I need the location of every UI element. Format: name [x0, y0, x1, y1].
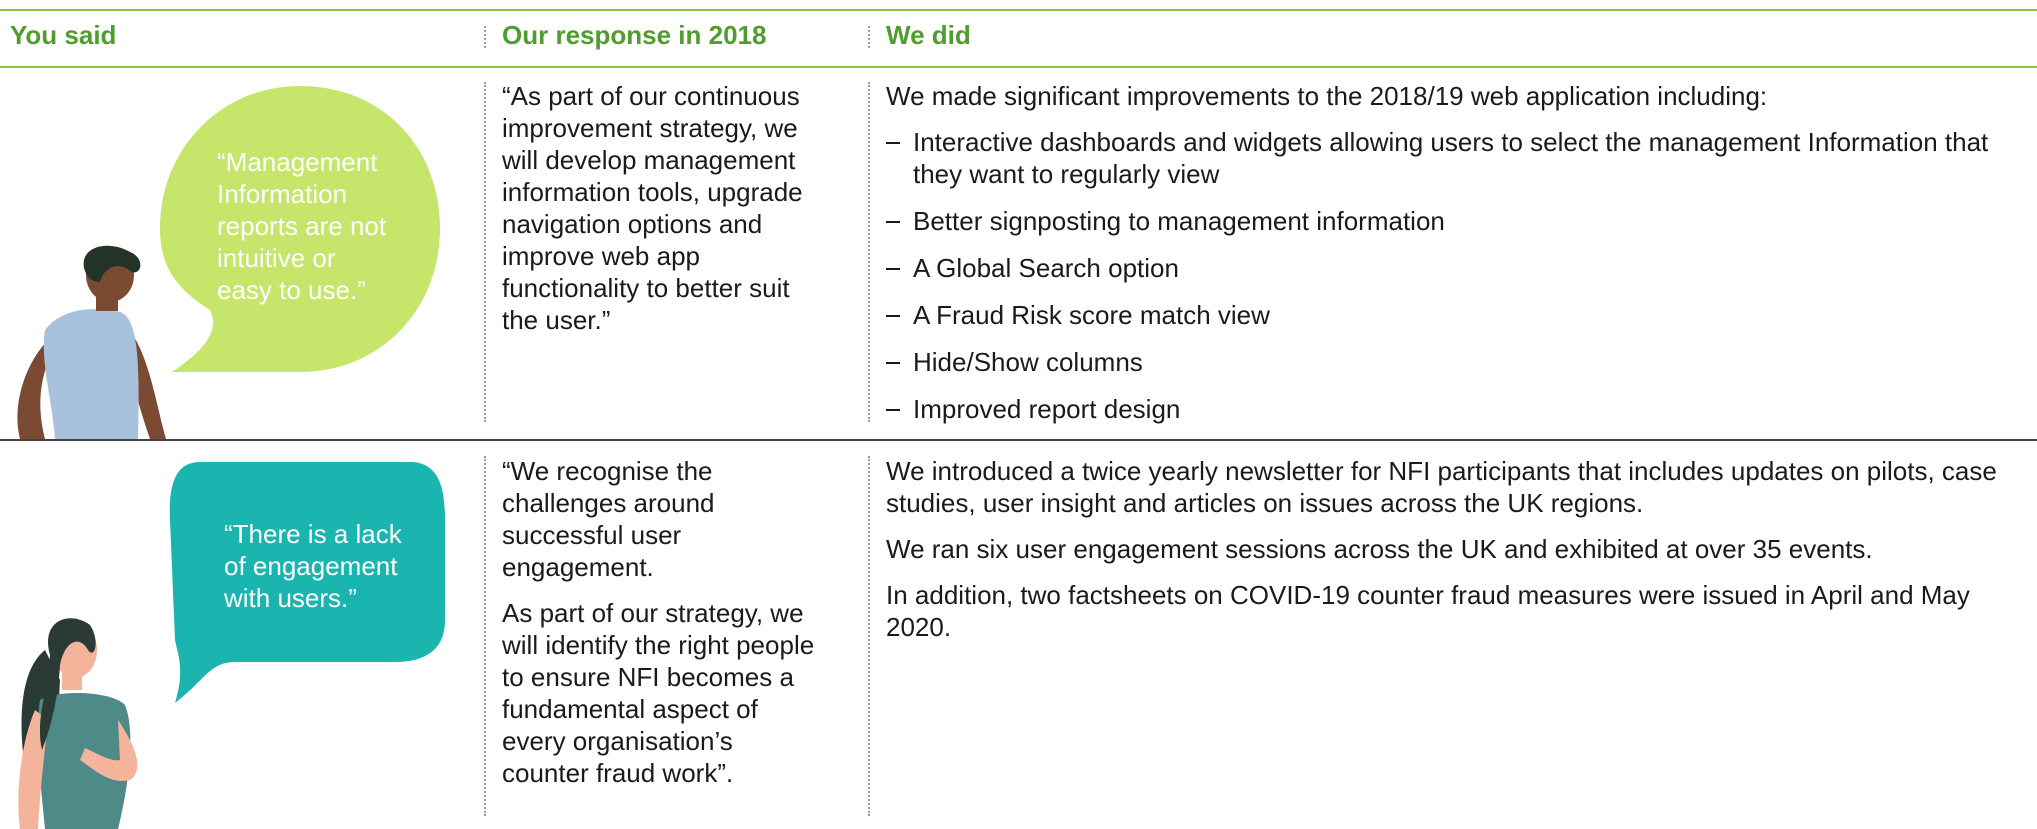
- bullet-item: Improved report design: [886, 393, 2026, 425]
- header-rule: [0, 66, 2037, 68]
- bullet-list: Interactive dashboards and widgets allow…: [886, 126, 2026, 425]
- person-illustration: [17, 245, 166, 439]
- bubble-quote: “There is a lack of engagement with user…: [224, 519, 402, 613]
- paragraph: “As part of our continuous improvement s…: [502, 81, 803, 335]
- paragraph: “We recognise the challenges around succ…: [502, 456, 715, 582]
- top-rule: [0, 9, 2037, 11]
- speech-bubble: [160, 86, 440, 372]
- bullet-item: A Global Search option: [886, 252, 2026, 284]
- paragraph: In addition, two factsheets on COVID-19 …: [886, 580, 1970, 642]
- person-illustration: [18, 618, 138, 829]
- action-text: We made significant improvements to the …: [886, 80, 2026, 440]
- header-divider: [484, 26, 486, 48]
- response-text: “We recognise the challenges around succ…: [502, 455, 822, 803]
- bullet-item: Hide/Show columns: [886, 346, 2026, 378]
- paragraph: We ran six user engagement sessions acro…: [886, 534, 1873, 564]
- action-text: We introduced a twice yearly newsletter …: [886, 455, 2026, 657]
- paragraph: As part of our strategy, we will identif…: [502, 598, 815, 788]
- column-divider: [868, 82, 870, 422]
- header-divider: [868, 26, 870, 48]
- paragraph: We made significant improvements to the …: [886, 81, 1768, 111]
- row-rule: [0, 439, 2037, 441]
- response-text: “As part of our continuous improvement s…: [502, 80, 822, 350]
- speech-bubble: [169, 462, 445, 703]
- illustrations: [17, 86, 445, 829]
- bubble-quote: “Management Information reports are not …: [217, 147, 387, 305]
- column-divider: [868, 456, 870, 816]
- column-divider: [484, 82, 486, 422]
- column-header: You said: [10, 20, 117, 50]
- column-header: Our response in 2018: [502, 20, 767, 50]
- paragraph: We introduced a twice yearly newsletter …: [886, 456, 1997, 518]
- column-divider: [484, 456, 486, 816]
- bullet-item: A Fraud Risk score match view: [886, 299, 2026, 331]
- bullet-item: Better signposting to management informa…: [886, 205, 2026, 237]
- column-header: We did: [886, 20, 971, 50]
- bullet-item: Interactive dashboards and widgets allow…: [886, 126, 2026, 190]
